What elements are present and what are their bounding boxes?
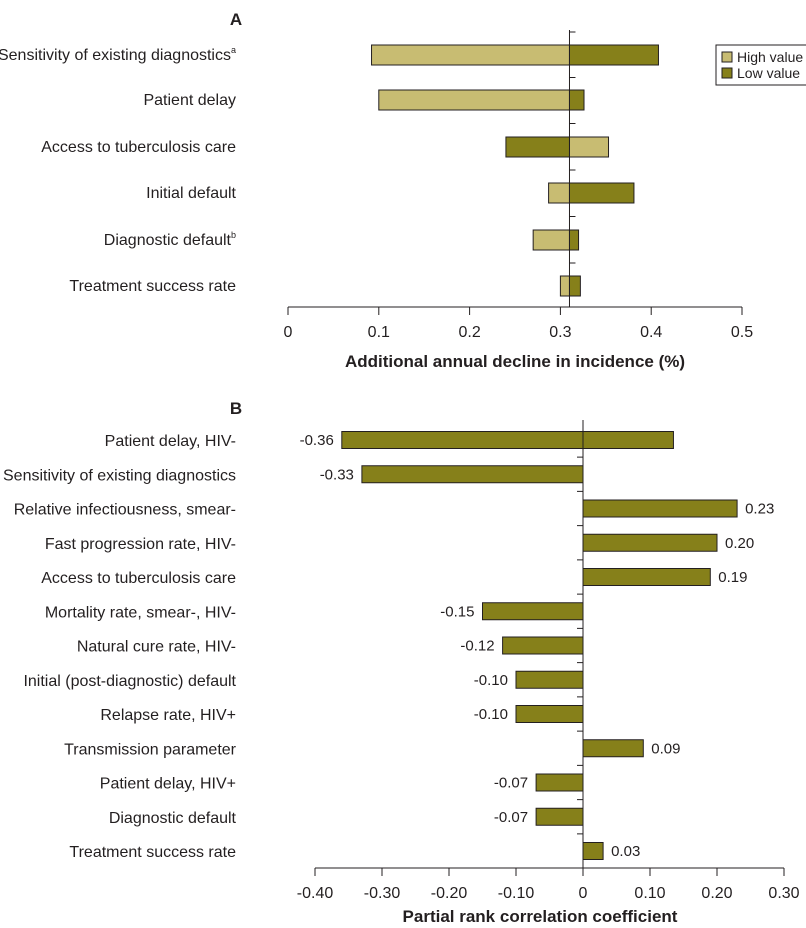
category-label: Patient delay	[143, 92, 236, 109]
category-label: Diagnostic defaultb	[104, 230, 236, 249]
value-label: -0.10	[474, 672, 508, 689]
panel-b-value-labels: -0.36 -0.33 0.23 0.20 0.19 -0.15 -0.12 -0.10 -0.…	[300, 432, 775, 860]
panel-a-bars	[371, 30, 659, 307]
bar	[515, 670, 584, 689]
bar	[582, 533, 718, 552]
panel-b-bars	[341, 420, 738, 868]
bar	[582, 568, 711, 586]
category-label: Treatment success rate	[69, 844, 236, 861]
x-tick-label: -0.10	[498, 885, 535, 902]
value-label: -0.33	[320, 466, 354, 483]
bar-high-value	[378, 89, 570, 111]
x-tick-label: 0.10	[634, 885, 665, 902]
x-tick-label: 0.4	[640, 324, 662, 341]
value-label: 0.23	[745, 501, 774, 518]
bar-high-value	[559, 275, 570, 297]
category-label: Sensitivity of existing diagnosticsa	[0, 45, 236, 64]
x-tick-label: -0.20	[431, 885, 468, 902]
panel-b-x-axis-label: Partial rank correlation coefficient	[403, 907, 678, 926]
legend-label-high: High value	[737, 49, 803, 65]
bar	[482, 602, 584, 621]
value-label: -0.15	[440, 603, 474, 620]
panel-b-category-labels: Patient delay, HIV- Sensitivity of existi…	[3, 433, 237, 861]
panel-b-label: B	[230, 399, 242, 418]
category-label: Relapse rate, HIV+	[100, 707, 236, 724]
value-label: -0.12	[460, 638, 494, 655]
category-label: Natural cure rate, HIV-	[77, 639, 236, 656]
bar	[535, 773, 584, 792]
category-label: Patient delay, HIV+	[100, 776, 236, 793]
value-label: -0.07	[494, 775, 528, 792]
value-label: -0.10	[474, 706, 508, 723]
category-label: Initial (post-diagnostic) default	[23, 673, 236, 690]
panel-b: B Patient delay, HIV- Sensitivity of exis…	[3, 399, 800, 926]
bar	[502, 636, 584, 655]
category-label: Access to tuberculosis care	[41, 570, 236, 587]
bar-low-value	[568, 229, 580, 251]
panel-a-label: A	[230, 10, 242, 29]
value-label: 0.19	[718, 569, 747, 586]
value-label: -0.07	[494, 809, 528, 826]
bar	[582, 842, 604, 860]
x-tick-label: 0.3	[549, 324, 571, 341]
panel-a: A Sensitivity of existing diagnosticsa Pa…	[0, 10, 806, 371]
category-label: Patient delay, HIV-	[105, 433, 236, 450]
bar-high-value	[371, 44, 570, 66]
category-label: Access to tuberculosis care	[41, 139, 236, 156]
legend-swatch-low	[721, 67, 733, 79]
category-label: Diagnostic default	[109, 810, 237, 827]
category-label: Transmission parameter	[64, 741, 237, 758]
legend-label-low: Low value	[737, 65, 800, 81]
x-tick-label: 0.1	[368, 324, 390, 341]
panel-a-category-labels: Sensitivity of existing diagnosticsa Pati…	[0, 45, 237, 295]
bar-high-value	[568, 136, 610, 158]
bar	[535, 807, 584, 826]
value-label: 0.20	[725, 535, 754, 552]
value-label: 0.03	[611, 843, 640, 860]
bar-extra	[582, 431, 674, 449]
x-tick-label: 0.2	[458, 324, 480, 341]
bar-low-value	[505, 136, 570, 158]
panel-a-x-axis-label: Additional annual decline in incidence (…	[345, 352, 685, 371]
x-tick-label: 0.5	[731, 324, 753, 341]
bar-high-value	[532, 229, 570, 251]
bar	[361, 465, 584, 484]
bar	[582, 739, 644, 758]
panel-b-x-axis: -0.40 -0.30 -0.20 -0.10 0 0.10 0.20 0.30	[297, 867, 800, 902]
x-tick-label: 0.30	[768, 885, 799, 902]
legend-swatch-high	[721, 51, 733, 63]
category-label: Sensitivity of existing diagnostics	[3, 467, 236, 484]
bar-low-value	[568, 275, 581, 297]
x-tick-label: 0.20	[701, 885, 732, 902]
bar-low-value	[568, 44, 659, 66]
bar-low-value	[568, 182, 635, 204]
x-tick-label: 0	[579, 885, 588, 902]
x-tick-label: -0.30	[364, 885, 401, 902]
bar	[341, 431, 584, 449]
category-label: Initial default	[146, 185, 236, 202]
x-tick-label: -0.40	[297, 885, 334, 902]
category-label: Fast progression rate, HIV-	[45, 536, 236, 553]
category-label: Relative infectiousness, smear-	[14, 502, 236, 519]
x-tick-label: 0	[284, 324, 293, 341]
bar-low-value	[568, 89, 585, 111]
bar	[515, 705, 584, 723]
bar-high-value	[548, 182, 570, 204]
value-label: -0.36	[300, 432, 334, 449]
category-label: Treatment success rate	[69, 278, 236, 295]
category-label: Mortality rate, smear-, HIV-	[45, 604, 236, 621]
bar	[582, 499, 738, 518]
value-label: 0.09	[651, 740, 680, 757]
panel-a-x-axis: 0 0.1 0.2 0.3 0.4 0.5	[284, 306, 753, 341]
